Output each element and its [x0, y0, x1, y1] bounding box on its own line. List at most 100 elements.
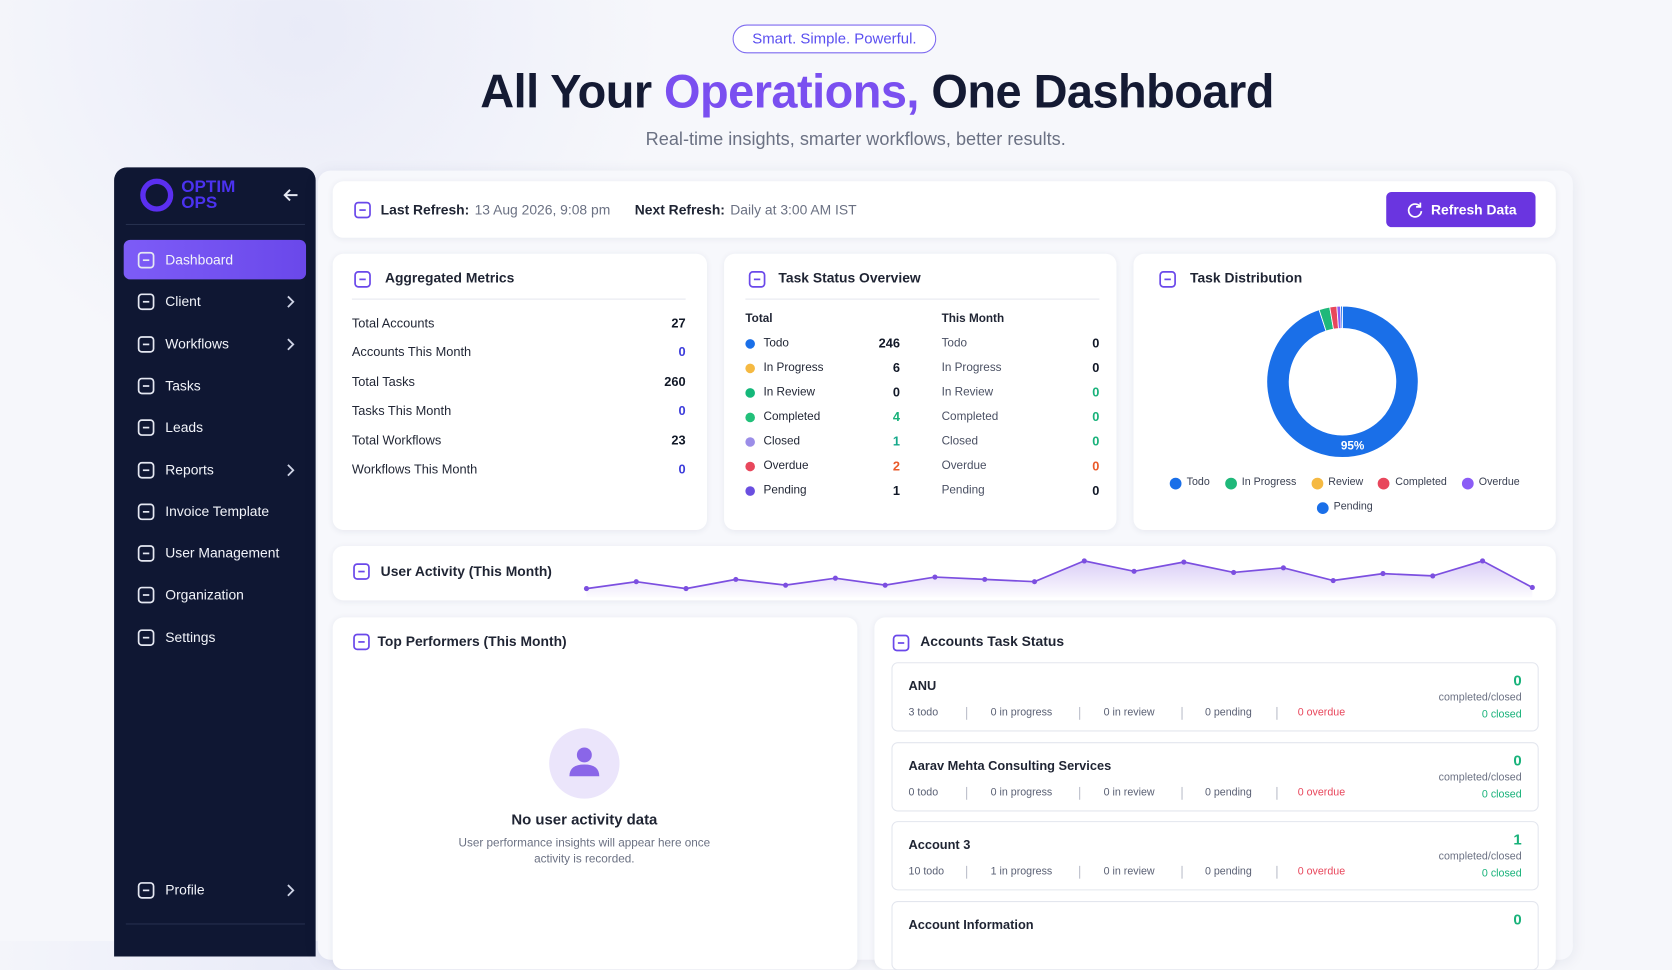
graphic: [137, 419, 155, 437]
account-row: [891, 741, 1539, 812]
stat-separator: [1079, 706, 1081, 720]
graphic: [283, 189, 298, 202]
icon: [137, 629, 155, 646]
account-stat: 0 pending: [1204, 866, 1252, 879]
stat-separator: [1079, 866, 1081, 880]
headline-highlight: Operations,: [664, 66, 919, 119]
account-completed: 1: [1513, 831, 1522, 849]
icon: [137, 503, 155, 520]
refresh-button[interactable]: [1386, 191, 1536, 228]
metric-label: Total Tasks: [351, 374, 415, 389]
subtitle: Real-time insights, smarter workflows, b…: [645, 129, 1066, 150]
divider: [125, 223, 305, 225]
icon: [137, 335, 155, 353]
chevron: [287, 338, 295, 350]
legend-swatch: [1169, 477, 1182, 489]
legend-label: Pending: [1333, 501, 1373, 513]
account-closed: 0 closed: [1481, 868, 1522, 881]
nav-item: User Management: [165, 544, 280, 561]
status-total: 1: [892, 483, 900, 498]
donut-slice: [1340, 305, 1343, 329]
account-stat: 0 in review: [1103, 706, 1155, 719]
status-label: Pending: [941, 484, 985, 497]
status-label: In Review: [941, 386, 994, 399]
account-stat: 0 overdue: [1297, 786, 1346, 799]
metric-label: Tasks This Month: [351, 403, 452, 419]
icon: [353, 633, 370, 651]
button-label: Refresh Data: [1431, 201, 1517, 218]
status-month: 0: [1092, 335, 1100, 351]
status-dot: [745, 387, 755, 398]
avatar-body: [569, 764, 600, 777]
graphic: [137, 882, 155, 899]
graphic: [287, 296, 295, 309]
graphic: [137, 251, 155, 269]
activity-point: [1380, 571, 1386, 577]
activity-point: [1529, 584, 1535, 591]
account-name: Account 3: [908, 837, 971, 853]
completed-label: completed/closed: [1438, 851, 1522, 864]
legend-item: Todo: [1169, 475, 1210, 492]
account-name: ANU: [908, 678, 937, 694]
refresh-info: Last Refresh: 13 Aug 2026, 9:08 pm Next Re…: [381, 202, 862, 219]
status-total: 6: [892, 360, 900, 376]
graphic: [583, 558, 1535, 598]
account-name: Aarav Mehta Consulting Services: [908, 757, 1112, 773]
activity-point: [1231, 569, 1237, 576]
activity-point: [1330, 577, 1336, 584]
status-dot: [745, 363, 755, 373]
nav-item: Client: [165, 293, 201, 310]
account-stat: 0 pending: [1204, 706, 1252, 719]
icon: [137, 419, 155, 437]
graphic: [137, 293, 155, 311]
metric-label: Total Accounts: [351, 315, 435, 331]
status-month: 0: [1092, 409, 1100, 425]
empty-title: No user activity data: [511, 810, 658, 828]
graphic: [1159, 271, 1176, 288]
refresh-bar: [332, 181, 1556, 238]
graphic: [353, 633, 370, 651]
account-completed: 0: [1513, 671, 1522, 689]
graphic: [137, 629, 155, 646]
metric-label: Workflows This Month: [351, 461, 478, 477]
icon: [137, 293, 155, 311]
empty-text: User performance insights will appear he…: [458, 837, 711, 866]
headline-post: One Dashboard: [918, 66, 1274, 119]
icon: [353, 563, 370, 580]
icon: [354, 271, 371, 288]
status-card: [724, 253, 1117, 530]
activity-point: [733, 576, 739, 582]
status-label: Overdue: [763, 459, 809, 473]
refresh-icon: [1407, 202, 1423, 218]
chevron: [287, 296, 295, 309]
status-month: 0: [1092, 483, 1100, 498]
account-stat: 1 in progress: [990, 866, 1053, 879]
account-stat: 0 overdue: [1297, 706, 1346, 719]
legend-label: Review: [1328, 476, 1364, 489]
account-stat: 3 todo: [908, 706, 939, 719]
graphic: 95%: [1266, 305, 1419, 458]
account-completed: 0: [1513, 910, 1522, 928]
status-dot: [745, 461, 755, 471]
legend-swatch: [1224, 477, 1237, 489]
graphic: [748, 271, 766, 288]
graphic: [353, 563, 370, 580]
metric-value: 0: [678, 461, 686, 477]
activity-point: [982, 576, 988, 582]
metric-label: Accounts This Month: [351, 344, 472, 360]
account-stat: 0 todo: [908, 786, 939, 799]
account-row: [891, 662, 1539, 732]
graphic: [137, 377, 155, 395]
stage: Smart. Simple. Powerful. All Your Operat…: [114, 24, 1556, 970]
icon: [354, 201, 371, 219]
account-row: [891, 821, 1539, 891]
graphic: [137, 461, 155, 479]
graphic: [287, 463, 295, 476]
stat-separator: [966, 706, 968, 720]
stat-separator: [1181, 866, 1183, 880]
nav-item: Settings: [165, 628, 216, 645]
account-closed: 0 closed: [1481, 709, 1522, 721]
completed-label: completed/closed: [1438, 692, 1522, 704]
icon: [137, 377, 155, 395]
account-stat: 0 in progress: [990, 786, 1053, 799]
